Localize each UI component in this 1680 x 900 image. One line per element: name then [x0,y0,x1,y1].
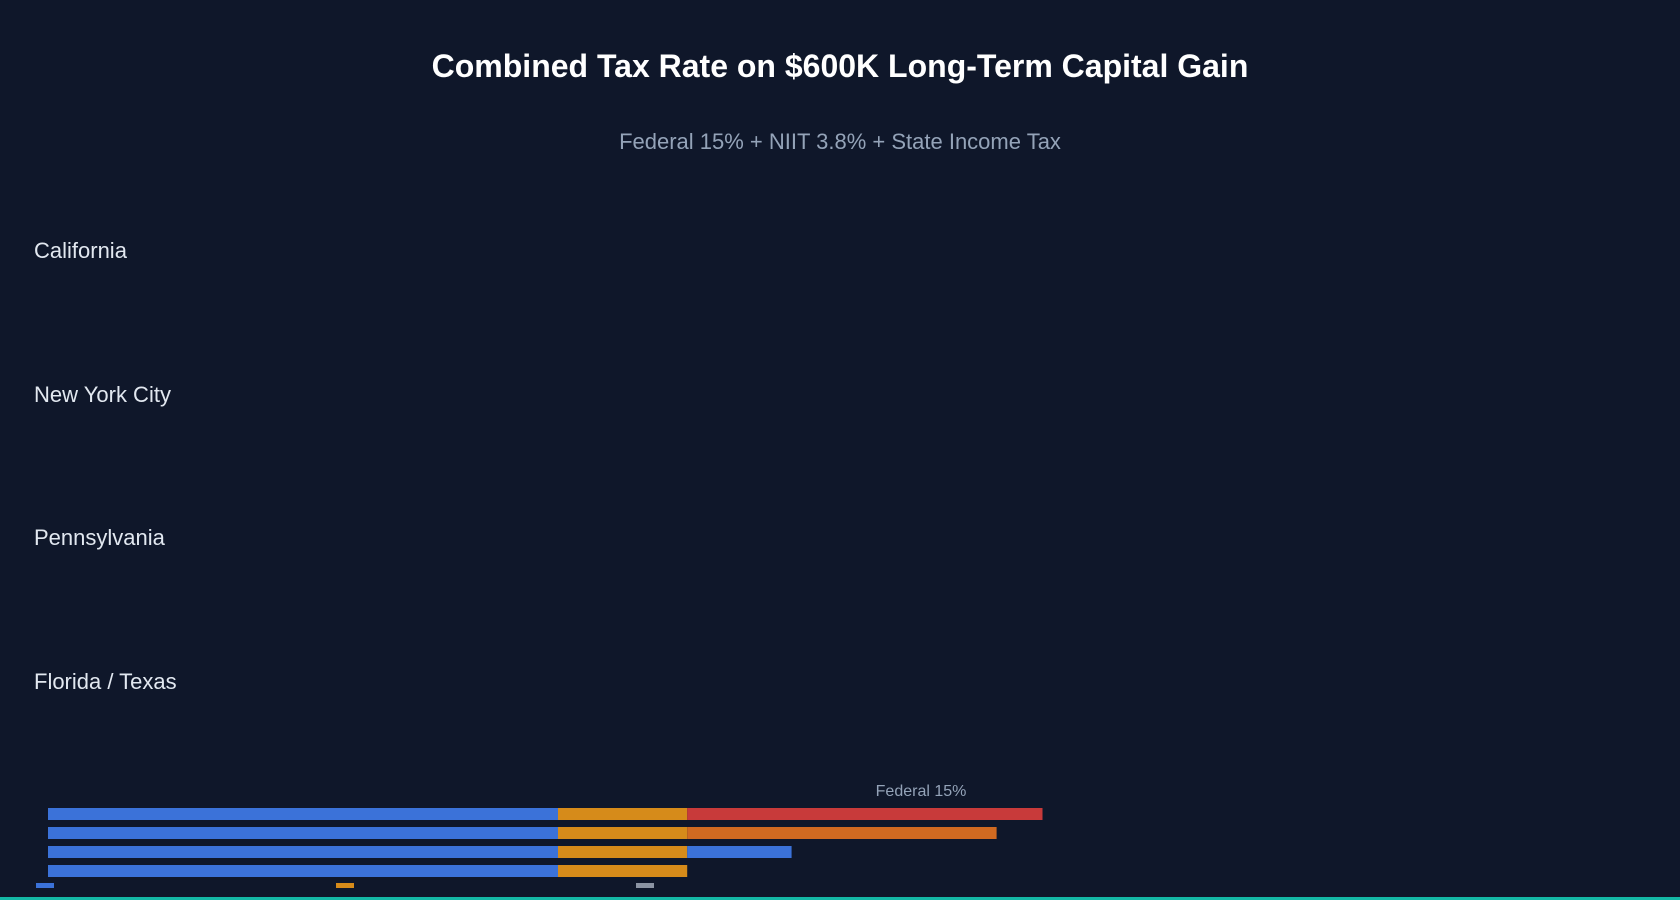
accent-bottom-line [0,897,1680,900]
bar-pennsylvania-segment-2 [558,846,688,858]
annotation-federal: Federal 15% [876,783,967,800]
category-label-california: California [34,238,127,263]
category-label-pennsylvania: Pennsylvania [34,525,165,550]
legend-swatch-3 [636,883,654,888]
bar-new-york-city-segment-2 [558,827,688,839]
bar-florida-texas-segment-1 [48,865,558,877]
chart-title: Combined Tax Rate on $600K Long-Term Cap… [431,48,1249,84]
legend-swatch-1 [36,883,54,888]
bar-new-york-city-segment-3 [687,827,997,839]
category-label-florida-texas: Florida / Texas [34,669,177,694]
bar-pennsylvania-segment-3 [687,846,792,858]
category-label-new-york-city: New York City [34,382,171,407]
bar-florida-texas-segment-2 [558,865,688,877]
bars-group [48,808,1043,877]
bar-california-segment-1 [48,808,558,820]
bar-california-segment-3 [687,808,1043,820]
bar-pennsylvania-segment-1 [48,846,558,858]
chart-subtitle: Federal 15% + NIIT 3.8% + State Income T… [619,129,1061,154]
legend-swatch-2 [336,883,354,888]
legend-group [36,883,654,888]
bar-california-segment-2 [558,808,688,820]
bar-new-york-city-segment-1 [48,827,558,839]
